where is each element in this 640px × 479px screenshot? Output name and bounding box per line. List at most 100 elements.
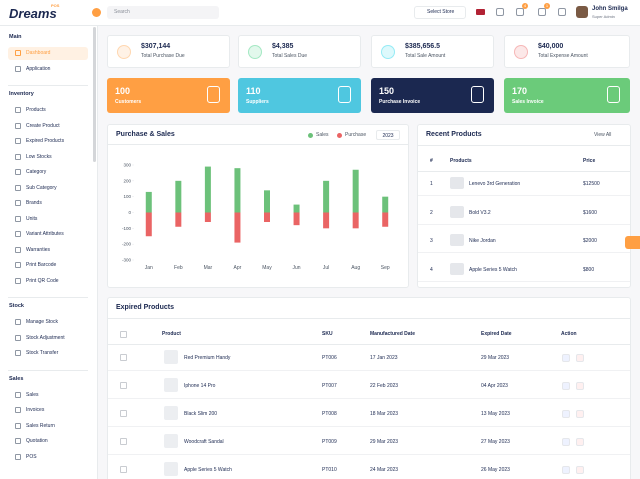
nav-icon	[15, 65, 21, 72]
product-name[interactable]: Iphone 14 Pro	[184, 383, 216, 389]
header-icon[interactable]	[496, 8, 504, 16]
section-divider	[8, 369, 88, 371]
count-card[interactable]: 150 Purchase Invoice	[371, 78, 494, 113]
product-name[interactable]: Black Slim 200	[184, 411, 218, 417]
count-card[interactable]: 110 Suppliers	[238, 78, 361, 113]
y-tick-label: 0	[128, 210, 131, 215]
bar	[234, 212, 241, 243]
column-header: SKU	[322, 331, 333, 337]
product-name[interactable]: Apple Series 5 Watch	[469, 267, 517, 274]
row-checkbox[interactable]	[120, 382, 127, 389]
legend-marker[interactable]	[337, 133, 342, 138]
nav-item[interactable]: Print Barcode	[26, 262, 57, 268]
nav-item[interactable]: Units	[26, 215, 38, 222]
nav-item[interactable]: Dashboard	[26, 50, 51, 56]
nav-item[interactable]: Print QR Code	[26, 277, 59, 284]
edit-button[interactable]	[562, 382, 570, 390]
nav-icon	[15, 319, 21, 325]
manufactured-date: 24 Mar 2023	[370, 467, 399, 473]
delete-button[interactable]	[576, 410, 584, 418]
sku: PT008	[322, 411, 337, 417]
nav-item[interactable]: Sales	[26, 391, 39, 398]
nav-item[interactable]: Quotation	[26, 438, 48, 444]
nav-item[interactable]: Brands	[26, 200, 42, 206]
view-all-link[interactable]: View All	[594, 132, 612, 138]
row-checkbox[interactable]	[120, 354, 127, 361]
delete-button[interactable]	[576, 382, 584, 390]
nav-item[interactable]: Stock Transfer	[26, 350, 59, 356]
bar	[323, 180, 330, 213]
collapse-button[interactable]	[92, 8, 101, 17]
product-name[interactable]: Apple Series 5 Watch	[184, 467, 232, 473]
count-icon	[207, 86, 220, 103]
sku: PT010	[322, 467, 337, 473]
nav-item[interactable]: Application	[26, 65, 51, 72]
bar	[264, 212, 270, 222]
nav-item[interactable]: Variant Attributes	[26, 231, 64, 237]
year-filter[interactable]: 2023	[376, 130, 400, 140]
edit-button[interactable]	[562, 466, 570, 474]
nav-item[interactable]: Invoices	[26, 407, 45, 413]
product-thumb	[450, 177, 464, 189]
legend-label[interactable]: Sales	[316, 132, 329, 138]
nav-item[interactable]: POS	[26, 453, 37, 460]
count-card[interactable]: 100 Customers	[107, 78, 230, 113]
edit-button[interactable]	[562, 354, 570, 362]
sidebar-section: Main	[9, 34, 22, 40]
product-name[interactable]: Nike Jordan	[469, 238, 496, 245]
legend-marker[interactable]	[308, 133, 313, 138]
product-name[interactable]: Lenevo 3rd Generation	[469, 181, 521, 187]
nav-item[interactable]: Expired Products	[26, 138, 65, 144]
nav-item[interactable]: Category	[26, 169, 47, 175]
header-icon[interactable]	[538, 8, 546, 16]
product-price: $12500	[583, 181, 600, 187]
flag[interactable]	[476, 9, 485, 15]
y-tick-label: -300	[122, 258, 132, 263]
row-checkbox[interactable]	[120, 438, 127, 445]
nav-item[interactable]: Products	[26, 107, 46, 113]
product-name[interactable]: Woodcraft Sandal	[184, 439, 224, 445]
count-card[interactable]: 170 Sales Invoice	[504, 78, 630, 113]
header-icon[interactable]	[558, 8, 566, 16]
settings-tab[interactable]	[625, 236, 640, 249]
delete-button[interactable]	[576, 466, 584, 474]
avatar[interactable]	[576, 6, 588, 18]
product-name[interactable]: Red Premium Handy	[184, 355, 231, 361]
delete-button[interactable]	[576, 438, 584, 446]
bar	[145, 191, 152, 213]
count-label: Customers	[115, 99, 142, 105]
nav-item[interactable]: Sub Category	[26, 184, 57, 191]
nav-item[interactable]: Stock Adjustment	[26, 334, 65, 341]
bar	[293, 212, 300, 226]
legend-label[interactable]: Purchase	[345, 132, 367, 138]
nav-item[interactable]: Warranties	[26, 246, 50, 253]
delete-button[interactable]	[576, 354, 584, 362]
store-select[interactable]: Select Store	[414, 6, 466, 19]
notification-badge: 1	[544, 3, 550, 9]
row-checkbox[interactable]	[120, 410, 127, 417]
row-checkbox[interactable]	[120, 466, 127, 473]
nav-item[interactable]: Manage Stock	[26, 319, 58, 325]
nav-item[interactable]: Low Stocks	[26, 153, 52, 160]
edit-button[interactable]	[562, 410, 570, 418]
product-name[interactable]: Bold V3.2	[469, 209, 491, 216]
nav-item[interactable]: Sales Return	[26, 422, 55, 429]
x-tick-label: Apr	[234, 265, 242, 271]
user-name[interactable]: John Smilga	[592, 6, 628, 12]
nav-icon	[15, 200, 21, 206]
scrollbar[interactable]	[93, 27, 96, 162]
nav-icon	[15, 153, 21, 160]
sidebar-section: Inventory	[9, 91, 34, 97]
product-thumb	[164, 378, 178, 392]
column-header: Action	[561, 331, 577, 337]
count-icon	[338, 86, 351, 103]
search-box[interactable]: Search	[107, 6, 219, 19]
header-icon[interactable]	[516, 8, 524, 16]
row-number: 3	[430, 238, 433, 245]
stat-icon	[248, 45, 262, 59]
column-header: #	[430, 158, 433, 164]
select-all-checkbox[interactable]	[120, 331, 127, 338]
edit-button[interactable]	[562, 438, 570, 446]
nav-item[interactable]: Create Product	[26, 122, 60, 129]
x-tick-label: Mar	[204, 265, 213, 271]
